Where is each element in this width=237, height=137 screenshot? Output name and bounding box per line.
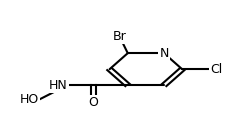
Text: Br: Br <box>113 30 127 43</box>
Text: Cl: Cl <box>210 63 223 76</box>
Text: N: N <box>159 47 169 60</box>
Text: HO: HO <box>20 93 39 106</box>
Text: O: O <box>89 96 98 109</box>
Text: HN: HN <box>49 79 67 92</box>
